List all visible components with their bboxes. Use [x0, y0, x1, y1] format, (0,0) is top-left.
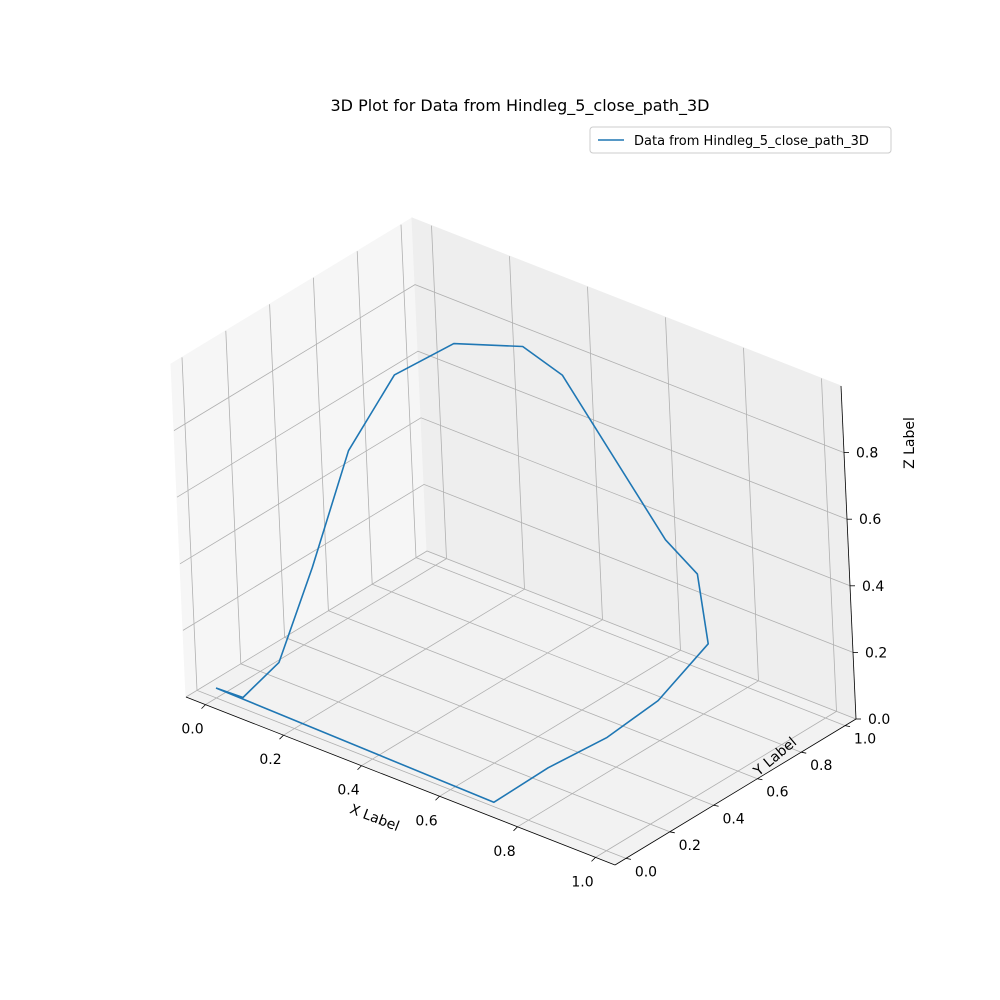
z-grid-line — [176, 350, 848, 520]
x-tick-label: 0.8 — [493, 844, 515, 860]
z-grid-line — [173, 284, 845, 453]
z-grid-line — [182, 483, 854, 653]
z-tick-label: 0.6 — [859, 512, 881, 528]
x-tick — [279, 734, 284, 740]
y-tick-label: 0.4 — [722, 811, 744, 827]
chart-title: 3D Plot for Data from Hindleg_5_close_pa… — [330, 96, 709, 116]
y-tick-label: 0.6 — [766, 785, 788, 801]
series-lines — [215, 342, 710, 804]
series-line — [215, 342, 710, 804]
y-tick — [669, 831, 675, 834]
y-tick — [757, 778, 763, 781]
x-tick — [591, 857, 596, 862]
grid-lines — [173, 224, 857, 859]
legend: Data from Hindleg_5_close_path_3D — [589, 126, 892, 154]
x-tick-label: 0.0 — [181, 722, 203, 738]
z-axis-line — [840, 385, 857, 720]
y-tick — [801, 751, 807, 754]
y-tick-label: 0.2 — [679, 838, 701, 854]
x-tick — [513, 826, 518, 832]
x-axis-label: X Label — [347, 802, 401, 836]
y-tick — [844, 725, 851, 728]
y-tick — [625, 857, 632, 860]
tick-labels: 0.0 0.2 0.4 0.6 0.8 1.0 0.0 0.2 0.4 0.6 0.8 1.0 0.0 0… — [181, 446, 890, 891]
legend-label: Data from Hindleg_5_close_path_3D — [634, 134, 869, 149]
x-tick — [435, 795, 440, 801]
legend-frame — [589, 126, 892, 154]
z-grid-line — [185, 550, 857, 720]
x-tick — [357, 765, 362, 771]
tick-marks — [201, 452, 861, 862]
x-tick-label: 1.0 — [571, 874, 593, 890]
x-axis-line — [185, 696, 616, 866]
x-tick-label: 0.2 — [259, 752, 281, 768]
y-tick-label: 0.0 — [635, 864, 657, 880]
z-tick-label: 0.8 — [856, 446, 878, 462]
z-axis-label: Z Label — [902, 417, 918, 469]
x-tick-label: 0.6 — [415, 813, 437, 829]
x-tick — [201, 704, 206, 709]
y-tick-label: 0.8 — [810, 758, 832, 774]
y-tick-label: 1.0 — [854, 732, 876, 748]
z-tick-label: 0.0 — [868, 712, 890, 728]
axes-panes — [170, 217, 858, 866]
z-tick-label: 0.4 — [862, 579, 884, 595]
z-tick-label: 0.2 — [865, 645, 887, 661]
y-axis-line — [614, 718, 857, 866]
x-tick-label: 0.4 — [337, 783, 359, 799]
y-tick — [713, 804, 719, 807]
axis-lines — [185, 385, 857, 866]
z-grid-line — [179, 417, 851, 587]
